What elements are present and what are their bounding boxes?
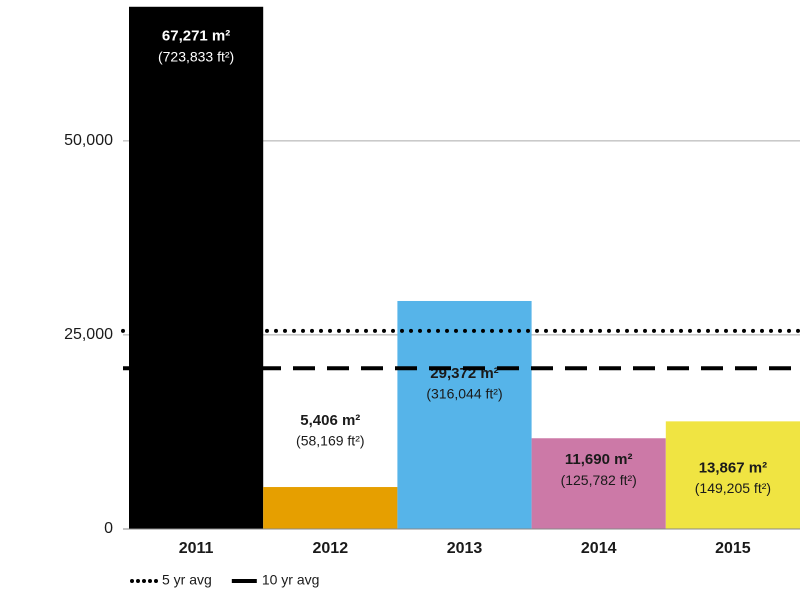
secondary-label: (58,169 ft²): [296, 433, 364, 449]
secondary-label: (316,044 ft²): [426, 386, 502, 402]
x-tick-label: 2011: [179, 540, 214, 557]
x-tick-label: 2012: [313, 540, 349, 557]
x-tick-label: 2014: [581, 540, 617, 557]
y-tick-label: 50,000: [64, 132, 113, 149]
secondary-label: (723,833 ft²): [158, 48, 234, 64]
legend-label: 5 yr avg: [162, 572, 212, 588]
bar: [263, 487, 398, 529]
y-tick-label: 0: [104, 520, 113, 537]
bar: [129, 6, 264, 530]
value-label: 5,406 m²: [300, 412, 360, 429]
secondary-label: (149,205 ft²): [695, 480, 771, 496]
x-tick-label: 2013: [447, 540, 483, 557]
bar: [397, 300, 532, 529]
bar: [665, 421, 800, 529]
value-label: 67,271 m²: [162, 28, 230, 45]
x-tick-label: 2015: [715, 540, 751, 557]
value-label: 11,690 m²: [565, 451, 633, 468]
value-label: 13,867 m²: [699, 459, 767, 476]
bar: [531, 438, 666, 529]
secondary-label: (125,782 ft²): [561, 472, 637, 488]
y-tick-label: 25,000: [64, 326, 113, 343]
legend-label: 10 yr avg: [262, 572, 320, 588]
